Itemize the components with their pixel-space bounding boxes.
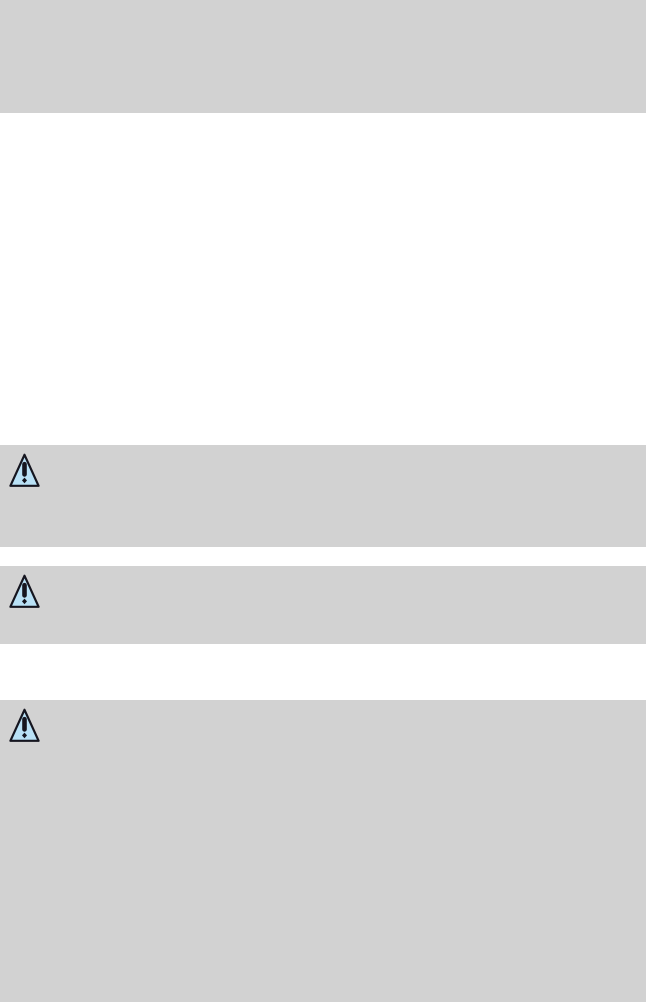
warning-callout-2 <box>0 566 646 644</box>
warning-triangle-icon <box>8 573 41 610</box>
warning-triangle-icon <box>8 452 41 489</box>
header-bar <box>0 0 646 113</box>
warning-callout-1 <box>0 445 646 547</box>
warning-triangle-icon <box>8 707 41 744</box>
warning-callout-3 <box>0 700 646 1002</box>
